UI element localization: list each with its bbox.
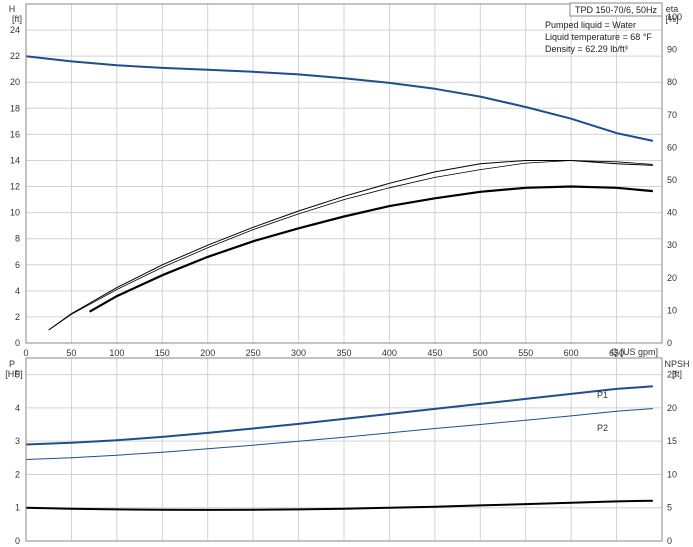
bottom-right-axis-label-2: [ft]: [672, 369, 682, 379]
top-right-tick-label: 10: [667, 305, 677, 315]
bottom-plot-frame: [25, 357, 663, 542]
x-tick-label: 100: [109, 348, 124, 358]
top-left-tick-label: 22: [10, 51, 20, 61]
bottom-left-tick-label: 5: [15, 370, 20, 380]
bottom-right-tick-label: 20: [667, 403, 677, 413]
x-axis-label: Q [US gpm]: [611, 347, 658, 357]
bottom-right-tick-label: 15: [667, 436, 677, 446]
bottom-left-tick-label: 2: [15, 469, 20, 479]
top-series-line-0: [25, 55, 654, 142]
top-left-tick-label: 8: [15, 234, 20, 244]
x-tick-label: 300: [291, 348, 306, 358]
x-tick-label: 650: [609, 348, 624, 358]
bottom-right-axis-label-1: NPSH: [664, 359, 689, 369]
bottom-right-tick-label: 10: [667, 469, 677, 479]
title-box: [569, 2, 663, 17]
info-line-pumped-liquid: Pumped liquid = Water: [545, 20, 636, 30]
top-left-tick-label: 2: [15, 312, 20, 322]
top-series-line-3: [48, 160, 653, 331]
top-right-tick-label: 0: [667, 338, 672, 348]
top-left-tick-label: 20: [10, 77, 20, 87]
bottom-grid: [25, 358, 662, 542]
top-right-tick-label: 80: [667, 77, 677, 87]
series-label-p1: P1: [597, 390, 608, 400]
bottom-series-line-2: [25, 499, 653, 511]
x-tick-label: 150: [155, 348, 170, 358]
bottom-right-tick-label: 25: [667, 370, 677, 380]
top-right-tick-label: 40: [667, 208, 677, 218]
chart-title: TPD 150-70/6, 50Hz: [575, 5, 658, 15]
bottom-right-tick-label: 0: [667, 536, 672, 546]
x-tick-label: 250: [246, 348, 261, 358]
bottom-left-tick-label: 3: [15, 436, 20, 446]
top-left-tick-label: 4: [15, 286, 20, 296]
bottom-right-tick-label: 5: [667, 503, 672, 513]
top-left-tick-label: 10: [10, 208, 20, 218]
series-lines: [25, 55, 654, 511]
top-right-tick-label: 70: [667, 110, 677, 120]
top-left-axis-label-2: [ft]: [12, 14, 22, 24]
x-tick-label: 350: [336, 348, 351, 358]
top-left-tick-label: 16: [10, 129, 20, 139]
top-left-tick-label: 24: [10, 25, 20, 35]
top-series-line-1: [48, 160, 653, 331]
top-left-tick-label: 0: [15, 338, 20, 348]
top-left-tick-label: 6: [15, 260, 20, 270]
info-line-temperature: Liquid temperature = 68 °F: [545, 32, 652, 42]
bottom-left-tick-label: 1: [15, 503, 20, 513]
series-label-p2: P2: [597, 423, 608, 433]
x-tick-label: 0: [23, 348, 28, 358]
x-tick-label: 50: [66, 348, 76, 358]
x-tick-label: 550: [518, 348, 533, 358]
top-left-tick-label: 12: [10, 182, 20, 192]
x-tick-label: 600: [564, 348, 579, 358]
x-tick-label: 500: [473, 348, 488, 358]
top-right-tick-label: 20: [667, 273, 677, 283]
info-line-density: Density = 62.29 lb/ft³: [545, 44, 628, 54]
top-right-tick-label: 30: [667, 240, 677, 250]
top-right-axis-label-2: [%]: [665, 14, 678, 24]
top-left-axis-label-1: H: [9, 4, 16, 14]
top-plot-frame: [25, 3, 663, 344]
top-series-line-2: [89, 185, 653, 313]
top-grid: [25, 4, 662, 344]
top-left-tick-label: 14: [10, 155, 20, 165]
top-right-tick-label: 50: [667, 175, 677, 185]
bottom-series-line-1: [25, 408, 653, 460]
top-right-tick-label: 100: [667, 12, 682, 22]
bottom-left-axis-label-2: [HP]: [5, 369, 23, 379]
top-right-tick-label: 90: [667, 45, 677, 55]
top-right-axis-label-1: eta: [666, 4, 679, 14]
x-tick-label: 200: [200, 348, 215, 358]
x-tick-label: 400: [382, 348, 397, 358]
top-right-tick-label: 60: [667, 142, 677, 152]
bottom-left-tick-label: 4: [15, 403, 20, 413]
x-tick-label: 450: [427, 348, 442, 358]
bottom-left-tick-label: 0: [15, 536, 20, 546]
top-left-tick-label: 18: [10, 103, 20, 113]
bottom-left-axis-label-1: P: [9, 359, 15, 369]
axis-ticks: 0 50 100 150 200 250 300 350 400 450 500 550 600 6500…: [10, 12, 682, 546]
bottom-series-line-0: [25, 385, 653, 446]
